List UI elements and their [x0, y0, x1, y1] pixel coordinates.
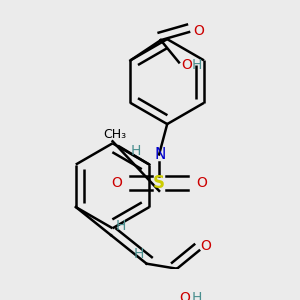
Text: H: H [192, 58, 202, 72]
Text: O: O [180, 291, 190, 300]
Text: O: O [181, 58, 192, 72]
Text: S: S [153, 174, 165, 192]
Text: O: O [196, 176, 207, 190]
Text: H: H [192, 291, 202, 300]
Text: O: O [193, 24, 204, 38]
Text: O: O [200, 239, 211, 254]
Text: O: O [111, 176, 122, 190]
Text: H: H [133, 247, 144, 261]
Text: H: H [116, 219, 127, 233]
Text: H: H [130, 144, 141, 158]
Text: CH₃: CH₃ [103, 128, 127, 141]
Text: N: N [154, 147, 165, 162]
